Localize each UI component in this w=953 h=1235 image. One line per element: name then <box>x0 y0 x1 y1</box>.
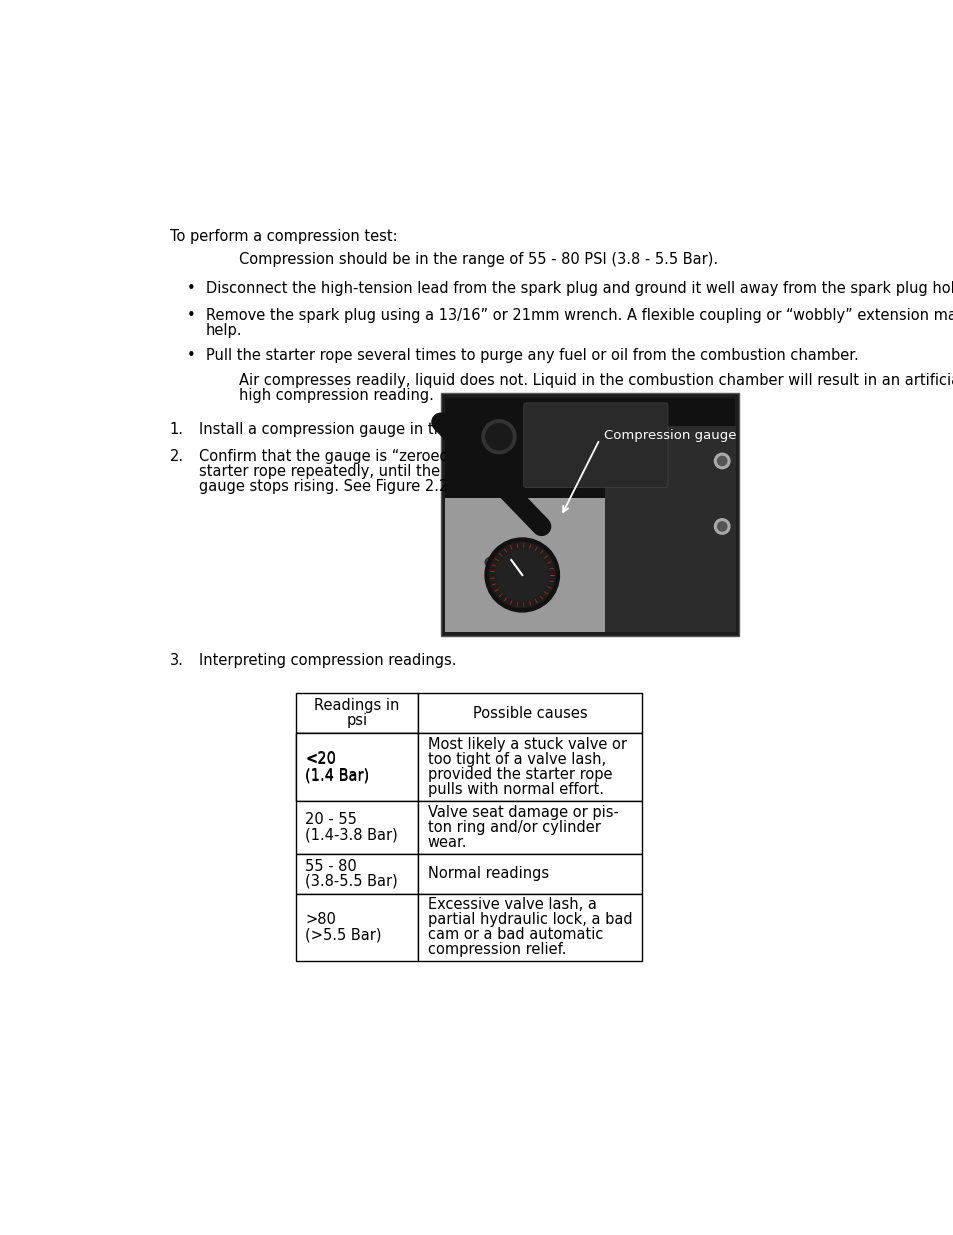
Text: Most likely a stuck valve or: Most likely a stuck valve or <box>427 737 626 752</box>
Bar <box>418 734 641 802</box>
Text: Install a compression gauge in the spark plug hole.: Install a compression gauge in the spark… <box>199 422 575 437</box>
Text: Interpreting compression readings.: Interpreting compression readings. <box>199 652 456 668</box>
FancyBboxPatch shape <box>523 403 667 488</box>
Text: 2.: 2. <box>170 450 184 464</box>
Text: wear.: wear. <box>427 835 467 850</box>
Text: Valve seat damage or pis-: Valve seat damage or pis- <box>427 805 618 820</box>
Circle shape <box>481 420 516 453</box>
Text: compression relief.: compression relief. <box>427 942 565 957</box>
Circle shape <box>496 550 548 601</box>
Circle shape <box>489 542 555 608</box>
Text: provided the starter rope: provided the starter rope <box>427 767 612 782</box>
Circle shape <box>717 457 726 466</box>
Text: 1.: 1. <box>170 422 183 437</box>
Text: psi: psi <box>346 714 367 729</box>
Text: help.: help. <box>206 324 242 338</box>
Bar <box>444 398 735 503</box>
Text: OHV: OHV <box>483 556 514 569</box>
Text: Compression should be in the range of 55 - 80 PSI (3.8 - 5.5 Bar).: Compression should be in the range of 55… <box>239 252 718 267</box>
Text: 55 - 80: 55 - 80 <box>305 858 356 873</box>
Circle shape <box>484 538 558 611</box>
Bar <box>418 693 641 734</box>
Text: 20 - 55: 20 - 55 <box>305 813 356 827</box>
Text: Readings in: Readings in <box>314 698 399 714</box>
Text: too tight of a valve lash,: too tight of a valve lash, <box>427 752 605 767</box>
Text: 3.: 3. <box>170 652 183 668</box>
Text: Confirm that the gauge is “zeroed”, then pull the: Confirm that the gauge is “zeroed”, then… <box>199 450 558 464</box>
Text: partial hydraulic lock, a bad: partial hydraulic lock, a bad <box>427 913 632 927</box>
Bar <box>295 734 418 802</box>
Text: Disconnect the high-tension lead from the spark plug and ground it well away fro: Disconnect the high-tension lead from th… <box>206 282 953 296</box>
Text: •: • <box>187 282 195 296</box>
Text: Air compresses readily, liquid does not. Liquid in the combustion chamber will r: Air compresses readily, liquid does not.… <box>239 373 953 388</box>
Text: Normal readings: Normal readings <box>427 866 548 881</box>
Bar <box>295 894 418 961</box>
Bar <box>418 894 641 961</box>
Text: •: • <box>187 348 195 363</box>
Text: (3.8-5.5 Bar): (3.8-5.5 Bar) <box>305 873 397 888</box>
Text: >80: >80 <box>305 913 335 927</box>
Bar <box>444 499 608 632</box>
Text: Possible causes: Possible causes <box>472 706 587 721</box>
Text: Remove the spark plug using a 13/16” or 21mm wrench. A flexible coupling or “wob: Remove the spark plug using a 13/16” or … <box>206 309 953 324</box>
Text: Excessive valve lash, a: Excessive valve lash, a <box>427 898 596 913</box>
Bar <box>295 693 418 734</box>
Bar <box>418 802 641 853</box>
Bar <box>604 426 736 632</box>
Text: (1.4 Bar): (1.4 Bar) <box>305 767 369 782</box>
Circle shape <box>717 522 726 531</box>
Text: <20: <20 <box>305 752 335 767</box>
Text: To perform a compression test:: To perform a compression test: <box>170 228 396 245</box>
Bar <box>295 802 418 853</box>
Text: (1.4-3.8 Bar): (1.4-3.8 Bar) <box>305 827 397 842</box>
Circle shape <box>714 453 729 468</box>
Text: (>5.5 Bar): (>5.5 Bar) <box>305 927 381 942</box>
Text: cam or a bad automatic: cam or a bad automatic <box>427 927 602 942</box>
Bar <box>295 853 418 894</box>
Text: Pull the starter rope several times to purge any fuel or oil from the combustion: Pull the starter rope several times to p… <box>206 348 858 363</box>
Text: •: • <box>187 309 195 324</box>
Circle shape <box>714 519 729 535</box>
Bar <box>418 853 641 894</box>
Text: <20
(1.4 Bar): <20 (1.4 Bar) <box>305 751 369 783</box>
Text: Compression gauge: Compression gauge <box>603 429 736 442</box>
Text: starter rope repeatedly, until the needle on the: starter rope repeatedly, until the needl… <box>199 464 546 479</box>
Text: pulls with normal effort.: pulls with normal effort. <box>427 782 603 798</box>
Bar <box>295 734 418 802</box>
Text: ton ring and/or cylinder: ton ring and/or cylinder <box>427 820 600 835</box>
Text: gauge stops rising. See Figure 2.2.: gauge stops rising. See Figure 2.2. <box>199 479 453 494</box>
Bar <box>440 393 739 636</box>
Text: high compression reading.: high compression reading. <box>239 388 434 403</box>
Circle shape <box>485 424 512 450</box>
